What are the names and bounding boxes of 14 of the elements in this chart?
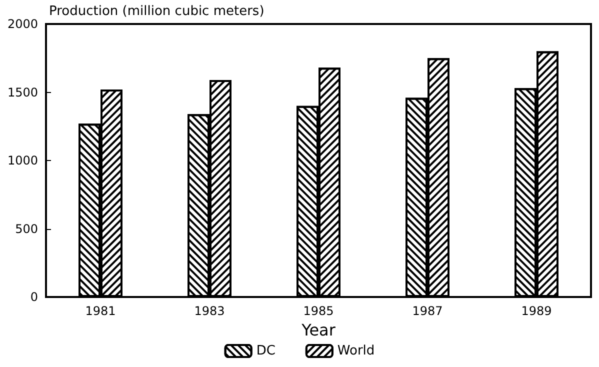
- x-tick-label: 1989: [521, 304, 552, 318]
- x-tick-label: 1983: [194, 304, 225, 318]
- x-axis-title: Year: [300, 320, 336, 340]
- x-tick-label: 1987: [412, 304, 443, 318]
- x-tick-label: 1985: [303, 304, 334, 318]
- legend-label: World: [337, 344, 375, 358]
- legend-label: DC: [256, 344, 276, 358]
- y-tick-label: 2000: [7, 17, 38, 31]
- y-tick-label: 500: [15, 222, 38, 236]
- y-tick-label: 0: [30, 290, 38, 304]
- y-tick-label: 1500: [7, 85, 38, 100]
- x-tick-label: 1981: [85, 304, 116, 318]
- y-tick-label: 1000: [7, 154, 38, 168]
- y-axis-title: Production (million cubic meters): [49, 4, 264, 19]
